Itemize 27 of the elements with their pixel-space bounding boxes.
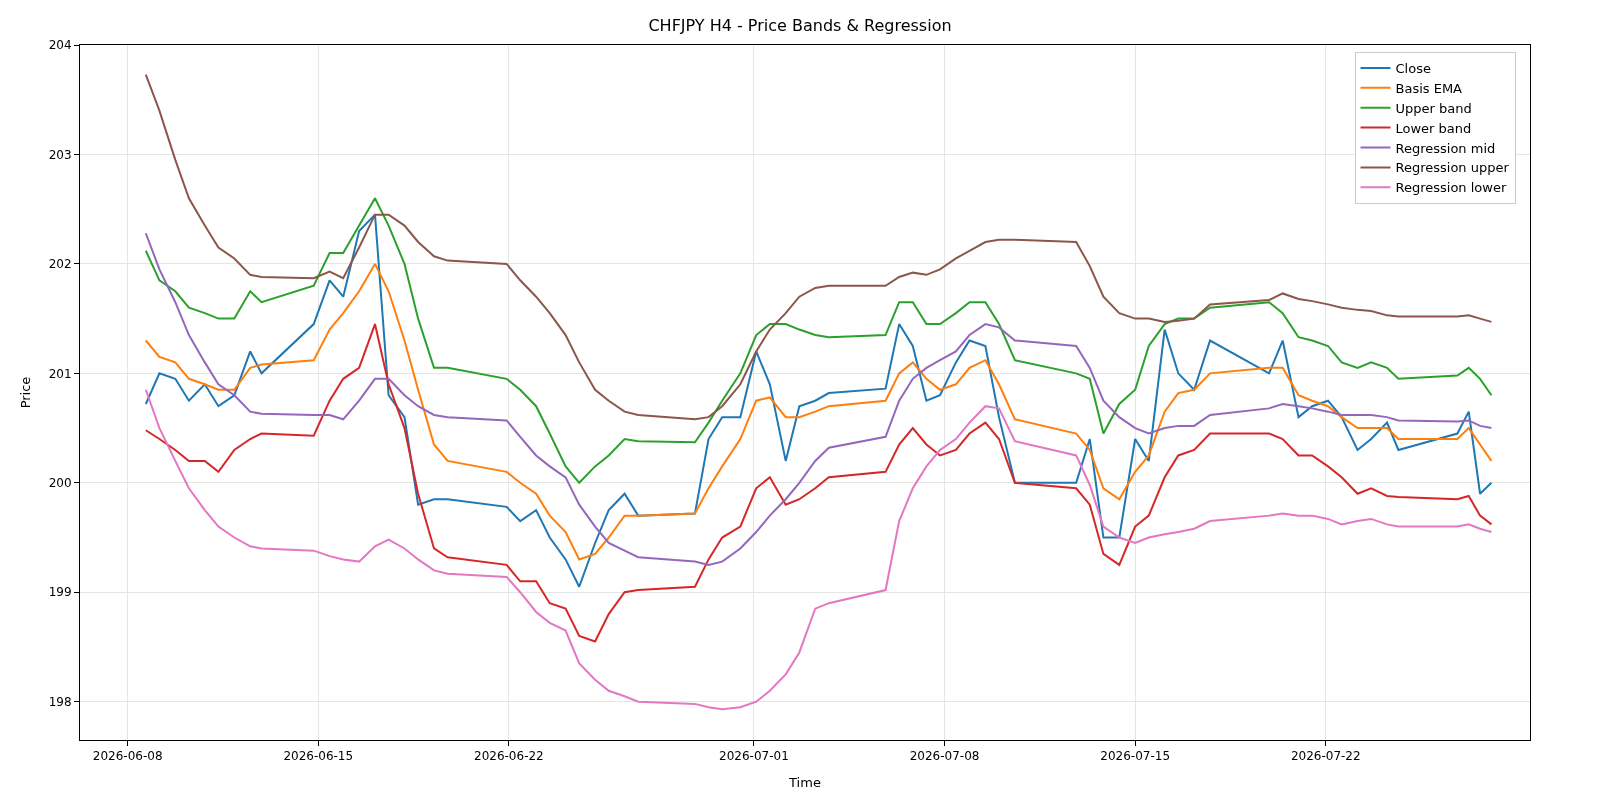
x-tick-label: 2026-07-08 [909,749,980,764]
y-axis-title: Price [17,376,33,409]
y-tick-label: 200 [48,476,72,490]
y-tick-label: 199 [48,585,72,600]
line-series [144,197,1493,484]
legend-label: Regression lower [1395,180,1507,196]
legend-label: Close [1395,60,1431,76]
legend-label: Regression mid [1395,140,1496,156]
legend-label: Lower band [1395,120,1472,136]
x-tick-label: 2026-06-22 [473,749,544,764]
x-tick-label: 2026-06-15 [283,749,354,764]
y-tick-label: 204 [48,38,72,53]
x-axis-title: Time [788,775,821,790]
chart-title: CHFJPY H4 - Price Bands & Regression [648,16,952,36]
legend-label: Regression upper [1395,160,1510,176]
legend-label: Basis EMA [1395,80,1463,96]
y-tick-label: 201 [48,366,72,381]
line-series [144,388,1493,711]
y-tick-label: 198 [48,694,72,709]
line-series [144,323,1493,643]
x-tick-label: 2026-07-15 [1100,749,1171,764]
legend-label: Upper band [1395,100,1472,116]
x-tick-label: 2026-07-22 [1290,749,1361,764]
x-tick-label: 2026-07-01 [719,749,789,764]
y-tick-label: 203 [48,147,72,162]
x-tick-label: 2026-06-08 [92,749,163,764]
y-tick-label: 202 [48,257,72,272]
